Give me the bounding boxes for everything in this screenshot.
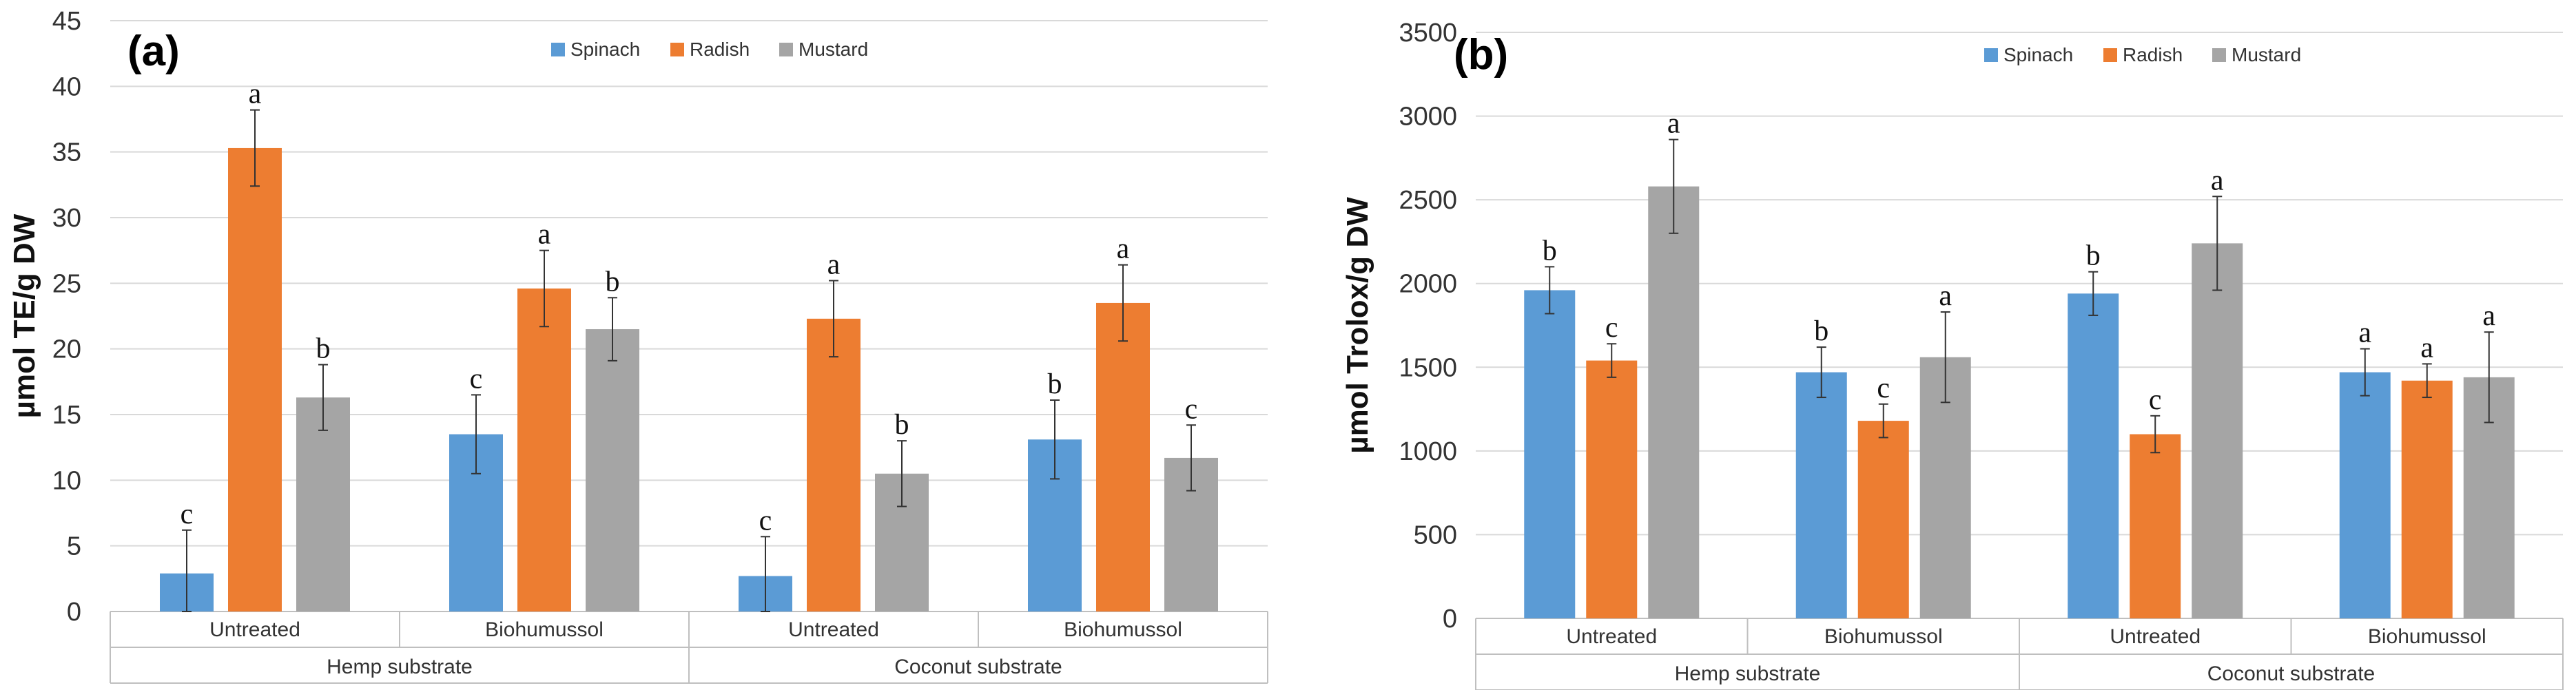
significance-letter: a <box>827 249 841 281</box>
significance-letter: b <box>895 409 909 441</box>
significance-letter: b <box>1814 315 1828 347</box>
x-tick-label: Untreated <box>2110 625 2201 648</box>
legend-swatch-radish <box>2103 48 2117 62</box>
y-tick-label: 40 <box>52 72 81 101</box>
significance-letter: c <box>1877 373 1890 404</box>
significance-letter: a <box>1667 108 1680 140</box>
y-axis-title: µmol TE/g DW <box>8 213 41 418</box>
bar-radish-0 <box>1586 360 1638 618</box>
legend-label-spinach: Spinach <box>570 39 640 60</box>
y-tick-label: 1000 <box>1399 437 1457 466</box>
significance-letter: b <box>316 333 331 365</box>
legend-label-mustard: Mustard <box>2232 44 2301 65</box>
y-axis-title: µmol Trolox/g DW <box>1341 197 1374 454</box>
legend-swatch-mustard <box>779 43 793 56</box>
legend-swatch-mustard <box>2212 48 2226 62</box>
bar-spinach-3 <box>2339 372 2391 618</box>
y-tick-label: 5 <box>67 532 81 561</box>
y-tick-label: 20 <box>52 335 81 364</box>
x-group-label: Coconut substrate <box>894 656 1062 678</box>
x-group-label: Coconut substrate <box>2207 662 2375 685</box>
bar-spinach-0 <box>1524 290 1576 618</box>
y-tick-label: 0 <box>1443 605 1457 634</box>
bar-radish-3 <box>1096 302 1150 611</box>
significance-letter: c <box>2149 384 2162 416</box>
legend-label-mustard: Mustard <box>798 39 868 60</box>
bar-radish-3 <box>2401 380 2453 618</box>
bar-mustard-0 <box>296 397 350 611</box>
bar-radish-2 <box>2130 434 2181 618</box>
legend-label-radish: Radish <box>690 39 750 60</box>
y-tick-label: 3500 <box>1399 19 1457 48</box>
x-tick-label: Untreated <box>209 618 300 641</box>
panel-label: (b) <box>1454 31 1508 79</box>
legend-label-spinach: Spinach <box>2003 44 2073 65</box>
significance-letter: a <box>2482 300 2495 332</box>
chart-panel-b: 0 500 1000 1500 2000 2500 3000 3500 µmol Trolox/… <box>1341 19 2564 690</box>
y-tick-label: 45 <box>52 7 81 36</box>
legend-swatch-radish <box>670 43 684 56</box>
significance-letter: b <box>1048 368 1062 400</box>
legend-swatch-spinach <box>1984 48 1998 62</box>
legend-label-radish: Radish <box>2123 44 2183 65</box>
y-tick-label: 0 <box>67 598 81 627</box>
bar-radish-0 <box>228 147 282 612</box>
y-tick-label: 500 <box>1414 521 1457 550</box>
x-tick-label: Biohumussol <box>2368 625 2486 648</box>
significance-letter: c <box>1605 312 1618 344</box>
bar-mustard-0 <box>1648 186 1700 619</box>
y-tick-label: 1500 <box>1399 353 1457 382</box>
y-tick-label: 2500 <box>1399 186 1457 215</box>
significance-letter: a <box>2358 317 2371 349</box>
significance-letter: c <box>470 363 483 395</box>
significance-letter: c <box>759 505 772 536</box>
x-tick-label: Untreated <box>1566 625 1657 648</box>
bar-spinach-2 <box>2068 293 2119 618</box>
x-group-label: Hemp substrate <box>327 656 473 678</box>
y-tick-label: 30 <box>52 204 81 233</box>
bar-radish-1 <box>517 288 571 611</box>
significance-letter: b <box>1543 235 1557 266</box>
significance-letter: a <box>2211 165 2224 196</box>
y-tick-label: 3000 <box>1399 103 1457 132</box>
x-tick-label: Biohumussol <box>1064 618 1182 641</box>
significance-letter: a <box>538 219 551 251</box>
significance-letter: a <box>1117 233 1130 265</box>
x-tick-label: Biohumussol <box>1824 625 1943 648</box>
bar-radish-1 <box>1857 421 1909 618</box>
x-tick-label: Biohumussol <box>485 618 604 641</box>
x-group-label: Hemp substrate <box>1675 662 1821 685</box>
bar-mustard-1 <box>586 329 639 611</box>
significance-letter: b <box>2086 240 2101 272</box>
significance-letter: a <box>2420 332 2433 364</box>
legend-swatch-spinach <box>551 43 565 56</box>
y-tick-label: 15 <box>52 401 81 430</box>
y-tick-label: 10 <box>52 466 81 495</box>
chart-panel-a: 0 5 10 15 20 25 30 35 40 45 µmol TE/g DW (a) Spinach… <box>8 7 1268 684</box>
y-tick-label: 25 <box>52 269 81 298</box>
bar-mustard-2 <box>2192 243 2243 618</box>
significance-letter: c <box>1185 393 1198 425</box>
y-tick-label: 2000 <box>1399 270 1457 299</box>
y-tick-label: 35 <box>52 138 81 167</box>
significance-letter: c <box>181 499 194 530</box>
significance-letter: a <box>1939 280 1952 312</box>
panel-label: (a) <box>127 28 180 75</box>
significance-letter: a <box>249 79 262 110</box>
x-tick-label: Untreated <box>788 618 879 641</box>
bar-spinach-1 <box>1795 372 1847 618</box>
bar-radish-2 <box>807 318 861 611</box>
significance-letter: b <box>606 266 620 297</box>
